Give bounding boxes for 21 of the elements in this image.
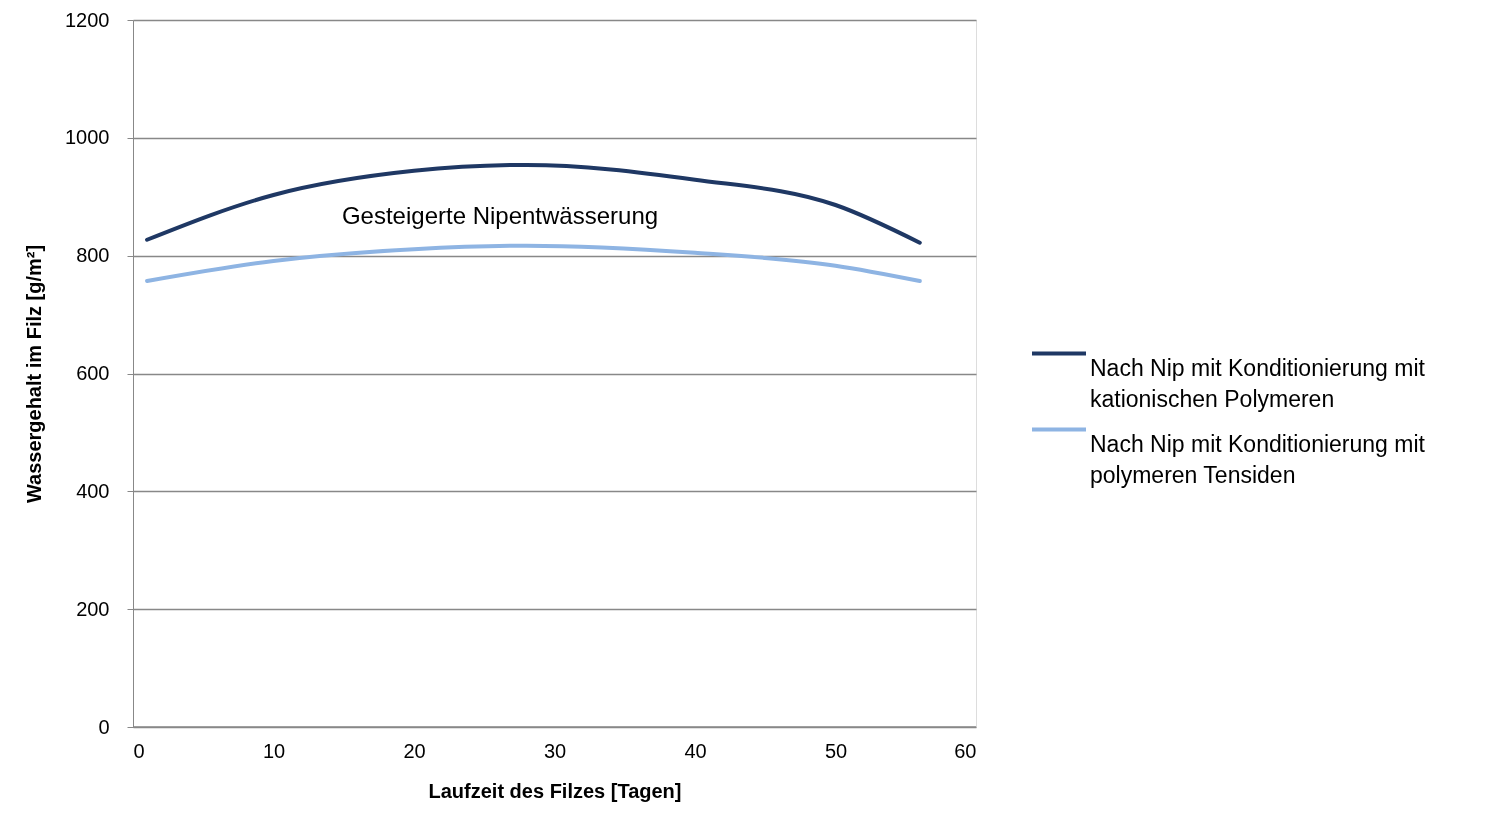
legend-label: Nach Nip mit Konditionierung mit kationischen Polymeren [1090, 354, 1426, 412]
y-tick-label: 200 [76, 597, 110, 620]
legend-label: Nach Nip mit Konditionierung mit polymeren Tensiden [1090, 430, 1426, 488]
x-tick-label: 30 [543, 739, 567, 762]
y-tick-label: 400 [76, 479, 110, 502]
x-axis-title: Laufzeit des Filzes [Tagen] [428, 779, 682, 802]
x-tick-label: 20 [403, 739, 426, 762]
x-tick-label: 60 [954, 739, 977, 762]
line-series [145, 162, 922, 245]
y-axis-title: Wassergehalt im Filz [g/m²] [23, 244, 46, 504]
y-tick-label: 1000 [65, 126, 110, 149]
y-tick-label: 800 [76, 244, 110, 267]
x-tick-label: 10 [262, 739, 286, 762]
x-tick-label: 50 [824, 739, 848, 762]
annotation: Gesteigerte Nipentwässerung [341, 202, 659, 229]
y-tick-label: 0 [98, 715, 110, 738]
x-tick-label: 40 [684, 739, 707, 762]
y-tick-label: 600 [76, 362, 110, 384]
x-tick-label: 0 [133, 739, 145, 762]
y-tick-label: 1200 [65, 8, 110, 31]
line-series [145, 243, 922, 283]
